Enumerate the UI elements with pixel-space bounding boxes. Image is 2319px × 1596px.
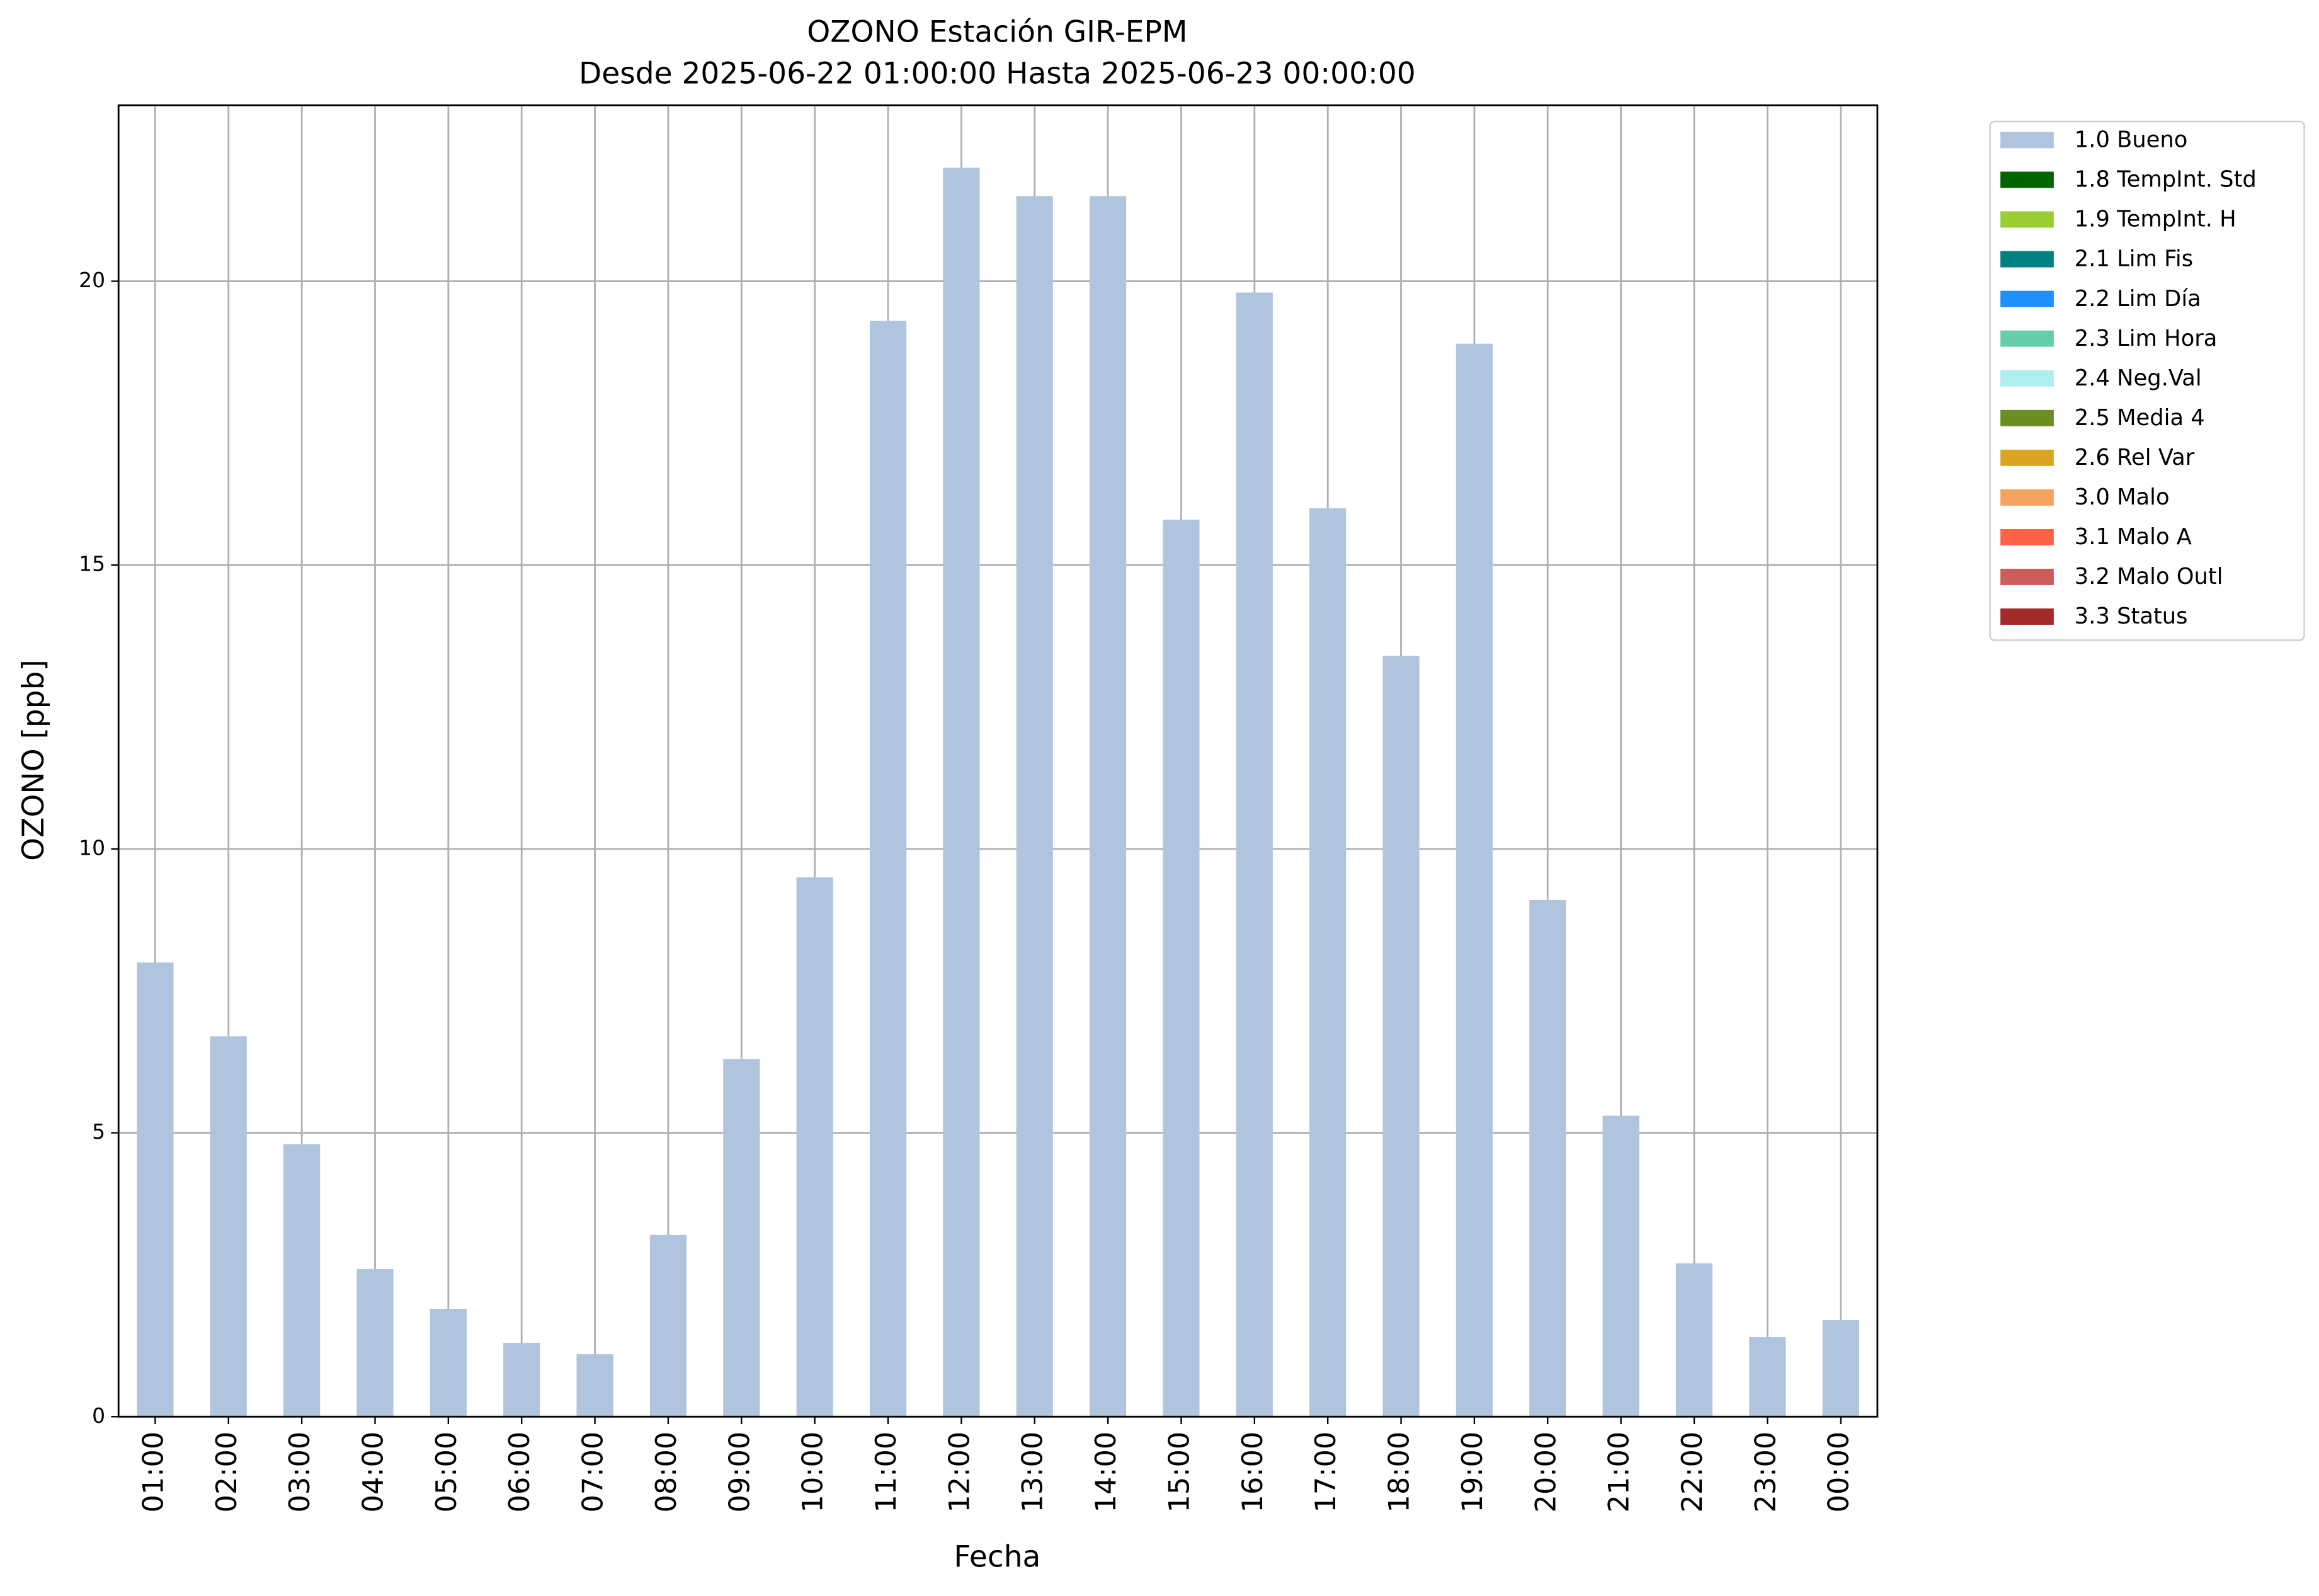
x-tick-label: 07:00 xyxy=(577,1432,610,1513)
plot-frame xyxy=(117,104,1879,1418)
x-tick-label: 18:00 xyxy=(1383,1432,1416,1513)
legend-swatch xyxy=(2000,569,2054,585)
bar xyxy=(1163,520,1200,1417)
bar xyxy=(723,1059,760,1417)
legend-swatch xyxy=(2000,528,2054,545)
bar xyxy=(283,1144,321,1417)
bar xyxy=(576,1354,613,1417)
legend-label: 1.9 TempInt. H xyxy=(2075,207,2236,232)
legend-swatch xyxy=(2000,449,2054,466)
chart-title: OZONO Estación GIR-EPM xyxy=(807,15,1187,50)
legend-box xyxy=(1989,120,2305,641)
bar xyxy=(1309,508,1347,1417)
y-tick-label: 5 xyxy=(92,1119,105,1144)
legend-swatch xyxy=(2000,171,2054,188)
x-tick-label: 04:00 xyxy=(356,1432,389,1513)
bar xyxy=(1090,196,1127,1417)
x-tick-label: 09:00 xyxy=(723,1432,756,1513)
bar xyxy=(796,877,833,1417)
legend-label: 2.4 Neg.Val xyxy=(2075,365,2202,391)
bar xyxy=(1236,292,1273,1417)
x-tick-label: 05:00 xyxy=(430,1432,463,1513)
bar xyxy=(1822,1320,1859,1417)
legend-label: 3.0 Malo xyxy=(2075,484,2170,510)
bar xyxy=(649,1234,687,1417)
legend-label: 2.5 Media 4 xyxy=(2075,405,2205,431)
legend-swatch xyxy=(2000,330,2054,347)
legend-swatch xyxy=(2000,489,2054,506)
bar xyxy=(503,1343,540,1417)
bar xyxy=(1675,1263,1713,1417)
bar xyxy=(1382,656,1420,1417)
legend-label: 2.3 Lim Hora xyxy=(2075,326,2218,351)
legend-label: 3.3 Status xyxy=(2075,603,2188,629)
legend-swatch xyxy=(2000,211,2054,228)
bar xyxy=(1529,900,1566,1417)
x-tick-label: 23:00 xyxy=(1749,1432,1782,1513)
x-tick-label: 00:00 xyxy=(1823,1432,1855,1513)
legend-label: 2.6 Rel Var xyxy=(2075,445,2195,470)
x-tick-label: 20:00 xyxy=(1529,1432,1562,1513)
x-tick-label: 06:00 xyxy=(503,1432,536,1513)
x-tick-label: 21:00 xyxy=(1603,1432,1636,1513)
legend-label: 3.1 Malo A xyxy=(2075,524,2192,550)
y-tick-label: 0 xyxy=(92,1403,105,1428)
chart-subtitle: Desde 2025-06-22 01:00:00 Hasta 2025-06-… xyxy=(579,57,1416,91)
legend-label: 2.2 Lim Día xyxy=(2075,286,2201,312)
x-tick-label: 19:00 xyxy=(1456,1432,1489,1513)
x-tick-label: 14:00 xyxy=(1090,1432,1122,1513)
x-tick-label: 02:00 xyxy=(210,1432,243,1513)
legend-label: 3.2 Malo Outl xyxy=(2075,564,2223,590)
x-tick-label: 15:00 xyxy=(1163,1432,1195,1513)
bar xyxy=(1602,1115,1639,1417)
x-tick-label: 08:00 xyxy=(650,1432,683,1513)
x-tick-label: 10:00 xyxy=(797,1432,829,1513)
legend-swatch xyxy=(2000,251,2054,268)
bar xyxy=(1749,1337,1786,1417)
bar xyxy=(943,168,980,1417)
x-axis-label: Fecha xyxy=(954,1540,1040,1575)
legend-swatch xyxy=(2000,290,2054,307)
x-tick-label: 22:00 xyxy=(1676,1432,1709,1513)
y-tick-label: 15 xyxy=(79,552,105,576)
bar xyxy=(210,1036,247,1417)
legend-swatch xyxy=(2000,409,2054,426)
legend-swatch xyxy=(2000,608,2054,625)
bar xyxy=(869,321,907,1417)
x-tick-label: 12:00 xyxy=(943,1432,976,1513)
x-tick-label: 16:00 xyxy=(1236,1432,1269,1513)
bar xyxy=(1456,343,1493,1417)
x-tick-label: 03:00 xyxy=(283,1432,316,1513)
y-tick-label: 20 xyxy=(79,268,105,292)
bar xyxy=(356,1268,394,1417)
legend-label: 1.0 Bueno xyxy=(2075,127,2188,153)
x-tick-label: 01:00 xyxy=(137,1432,169,1513)
y-tick-label: 10 xyxy=(79,835,105,860)
bar xyxy=(1016,196,1053,1417)
legend-label: 1.8 TempInt. Std xyxy=(2075,167,2257,193)
x-tick-label: 17:00 xyxy=(1309,1432,1342,1513)
legend-label: 2.1 Lim Fis xyxy=(2075,246,2193,272)
x-tick-label: 13:00 xyxy=(1017,1432,1049,1513)
legend-swatch xyxy=(2000,132,2054,149)
legend-swatch xyxy=(2000,370,2054,387)
y-axis-label: OZONO [ppb] xyxy=(16,659,51,861)
bar xyxy=(137,962,174,1417)
x-tick-label: 11:00 xyxy=(870,1432,903,1513)
bar xyxy=(430,1308,467,1417)
